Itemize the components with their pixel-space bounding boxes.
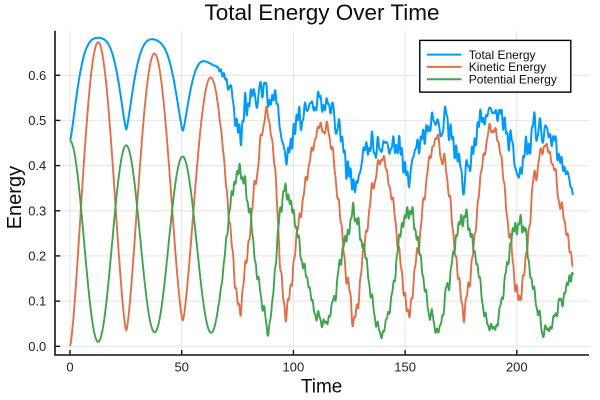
svg-text:Kinetic Energy: Kinetic Energy xyxy=(469,60,546,74)
svg-text:Time: Time xyxy=(301,377,343,398)
svg-text:0.0: 0.0 xyxy=(28,339,46,354)
svg-text:50: 50 xyxy=(174,360,188,375)
svg-text:0.3: 0.3 xyxy=(28,203,46,218)
svg-text:100: 100 xyxy=(283,360,305,375)
svg-text:200: 200 xyxy=(506,360,528,375)
svg-text:0.2: 0.2 xyxy=(28,249,46,264)
svg-text:0.1: 0.1 xyxy=(28,294,46,309)
svg-text:150: 150 xyxy=(394,360,416,375)
svg-text:0.6: 0.6 xyxy=(28,68,46,83)
svg-text:Total Energy: Total Energy xyxy=(469,48,536,62)
svg-text:Energy: Energy xyxy=(4,166,26,229)
svg-text:0: 0 xyxy=(66,360,73,375)
svg-text:0.4: 0.4 xyxy=(28,158,46,173)
svg-text:Total Energy Over Time: Total Energy Over Time xyxy=(204,0,439,25)
svg-text:Potential Energy: Potential Energy xyxy=(469,72,557,86)
svg-text:0.5: 0.5 xyxy=(28,113,46,128)
